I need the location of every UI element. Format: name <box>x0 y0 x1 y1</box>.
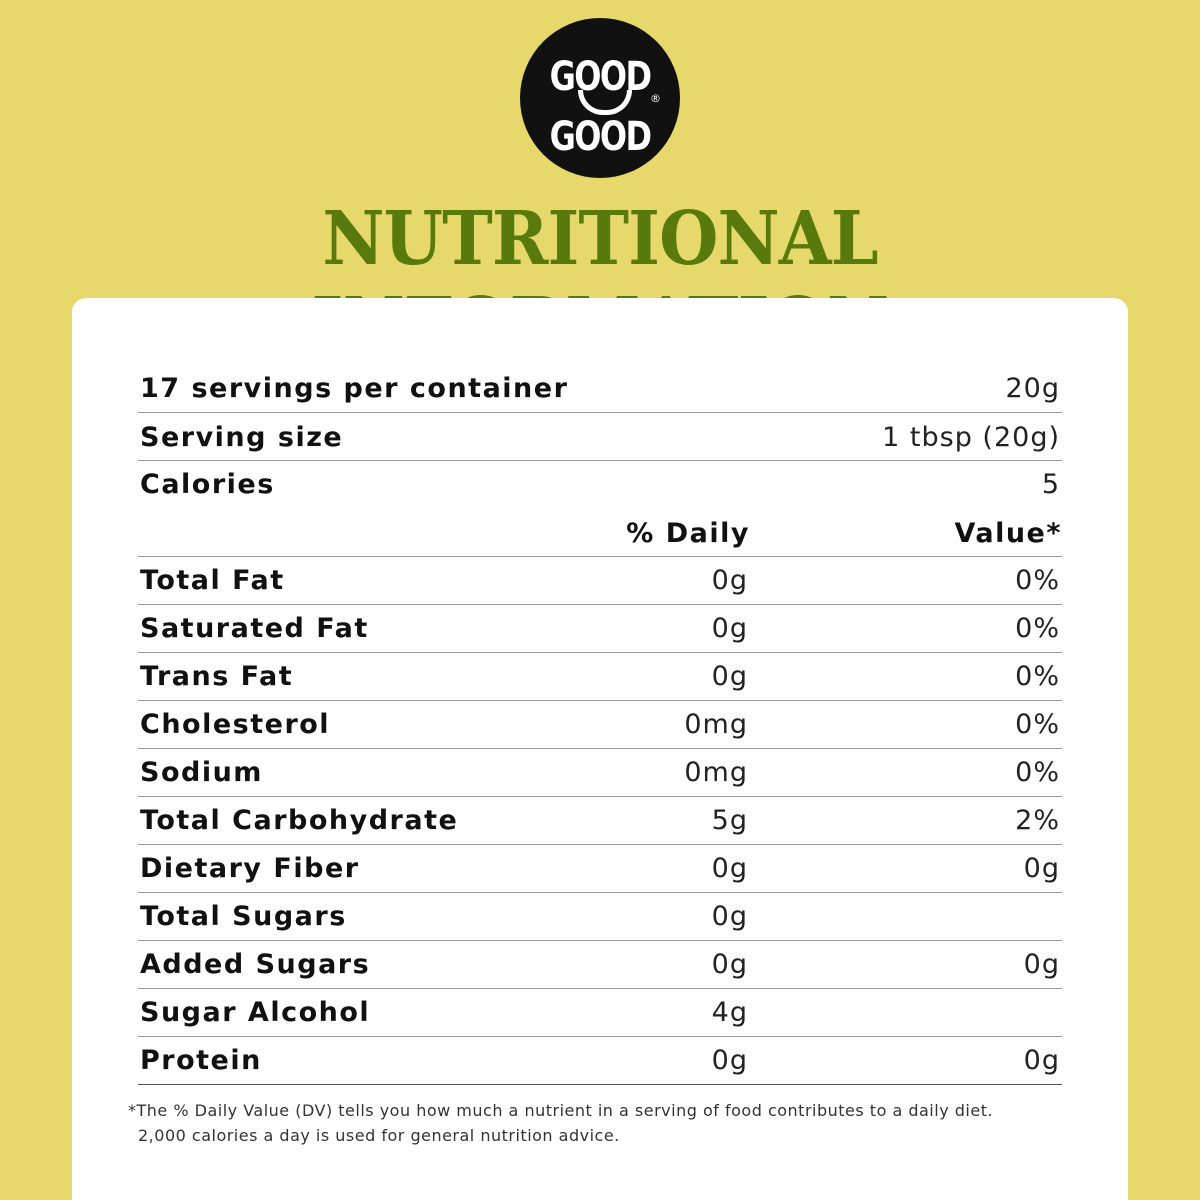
nutrient-amount: 0mg <box>684 757 748 788</box>
divider <box>138 1084 1062 1085</box>
nutrient-dv: 0g <box>1023 949 1060 980</box>
logo: GOOD ® GOOD <box>520 18 680 178</box>
nutrient-name: Cholesterol <box>140 709 331 740</box>
nutrient-dv: 0g <box>1023 853 1060 884</box>
column-header: Value* <box>954 518 1062 549</box>
nutrient-amount: 0g <box>711 901 748 932</box>
divider <box>138 844 1062 845</box>
divider <box>138 940 1062 941</box>
nutrient-name: Total Carbohydrate <box>140 805 459 836</box>
nutrient-amount: 0g <box>711 853 748 884</box>
footnote: 2,000 calories a day is used for general… <box>138 1126 620 1145</box>
nutrient-amount: 0g <box>711 613 748 644</box>
nutrient-dv: 0% <box>1015 757 1060 788</box>
row-value: 20g <box>1005 373 1060 404</box>
logo-smile <box>578 90 632 115</box>
column-header: % Daily <box>626 518 750 549</box>
divider <box>138 748 1062 749</box>
nutrient-name: Total Sugars <box>140 901 347 932</box>
row-label: Serving size <box>140 422 344 453</box>
nutrient-amount: 0g <box>711 565 748 596</box>
nutrient-dv: 0g <box>1023 1045 1060 1076</box>
row-value: 1 tbsp (20g) <box>882 422 1060 453</box>
nutrient-dv: 0% <box>1015 565 1060 596</box>
divider <box>138 556 1062 557</box>
divider <box>138 652 1062 653</box>
divider <box>138 1036 1062 1037</box>
nutrient-amount: 0g <box>711 949 748 980</box>
logo-word: GOOD <box>549 114 652 160</box>
row-label: 17 servings per container <box>140 373 569 404</box>
nutrient-dv: 2% <box>1015 805 1060 836</box>
nutrient-amount: 0g <box>711 1045 748 1076</box>
nutrient-name: Saturated Fat <box>140 613 369 644</box>
footnote: *The % Daily Value (DV) tells you how mu… <box>128 1101 994 1120</box>
nutrient-amount: 0mg <box>684 709 748 740</box>
nutrient-name: Added Sugars <box>140 949 371 980</box>
nutrient-dv: 0% <box>1015 709 1060 740</box>
divider <box>138 988 1062 989</box>
card <box>72 298 1128 1200</box>
nutrient-name: Sugar Alcohol <box>140 997 371 1028</box>
nutrient-name: Sodium <box>140 757 263 788</box>
divider <box>138 604 1062 605</box>
divider <box>138 412 1062 413</box>
divider <box>138 892 1062 893</box>
nutrient-dv: 0% <box>1015 661 1060 692</box>
nutrient-name: Total Fat <box>140 565 285 596</box>
nutrient-dv: 0% <box>1015 613 1060 644</box>
row-value: 5 <box>1041 469 1060 500</box>
nutrient-name: Trans Fat <box>140 661 294 692</box>
nutrient-amount: 5g <box>711 805 748 836</box>
nutrient-amount: 0g <box>711 661 748 692</box>
nutrient-name: Protein <box>140 1045 262 1076</box>
nutrient-name: Dietary Fiber <box>140 853 360 884</box>
logo-mark: ® <box>650 92 661 105</box>
divider <box>138 796 1062 797</box>
nutrient-amount: 4g <box>711 997 748 1028</box>
divider <box>138 700 1062 701</box>
row-label: Calories <box>140 469 275 500</box>
divider <box>138 460 1062 461</box>
